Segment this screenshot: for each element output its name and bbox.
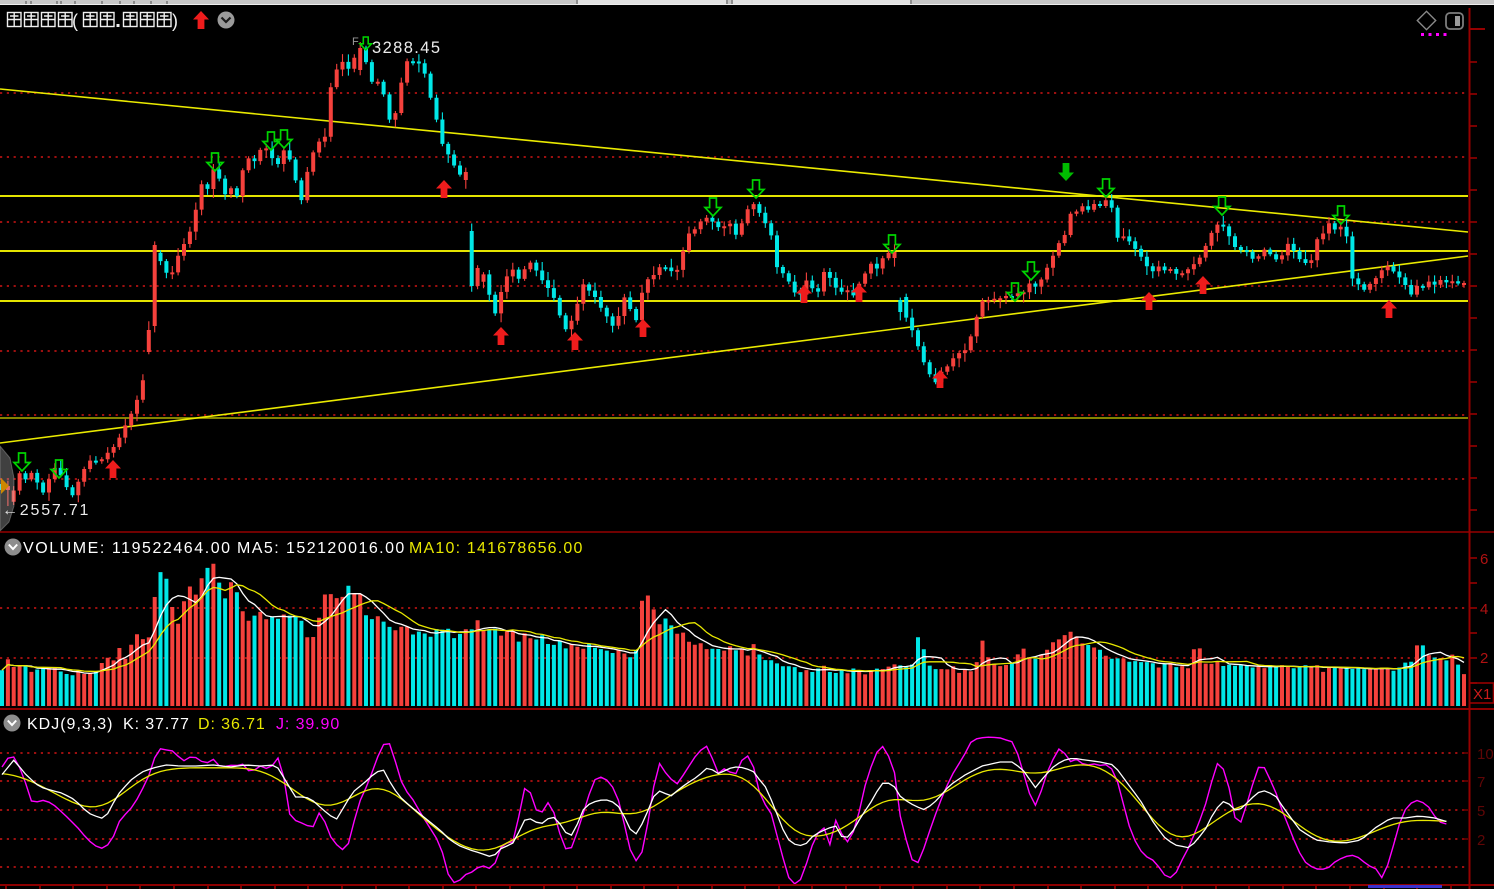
svg-text:K: 37.77: K: 37.77 [123,716,190,733]
svg-text:2: 2 [1480,650,1488,667]
svg-text:7: 7 [1477,774,1485,791]
svg-text:VOLUME: 119522464.00: VOLUME: 119522464.00 [23,540,232,557]
svg-text:4: 4 [1480,601,1488,618]
svg-text:KDJ(9,3,3): KDJ(9,3,3) [27,716,113,733]
svg-text:(: ( [72,11,78,31]
svg-text:X1: X1 [1473,686,1491,703]
svg-text:): ) [172,11,178,31]
svg-text:D: 36.71: D: 36.71 [198,716,266,733]
svg-text:2: 2 [1477,832,1485,849]
svg-text:J: 39.90: J: 39.90 [276,716,340,733]
svg-text:5: 5 [1477,803,1485,820]
svg-text:MA10: 141678656.00: MA10: 141678656.00 [409,540,584,557]
svg-text:3288.45: 3288.45 [372,39,441,57]
svg-text:←2557.71: ←2557.71 [2,502,90,519]
svg-text:6: 6 [1480,551,1488,568]
svg-text:F: F [352,36,359,48]
svg-text:10: 10 [1477,746,1494,763]
svg-text:MA5: 152120016.00: MA5: 152120016.00 [237,540,406,557]
